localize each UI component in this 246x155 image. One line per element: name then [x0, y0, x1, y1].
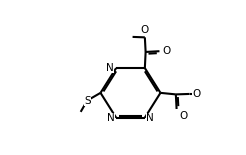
Text: N: N [146, 113, 154, 123]
Text: O: O [179, 111, 187, 121]
Text: N: N [107, 113, 115, 123]
Text: O: O [141, 25, 149, 35]
Text: O: O [162, 46, 170, 56]
Text: S: S [84, 95, 91, 106]
Text: O: O [192, 89, 200, 99]
Text: N: N [106, 63, 114, 73]
